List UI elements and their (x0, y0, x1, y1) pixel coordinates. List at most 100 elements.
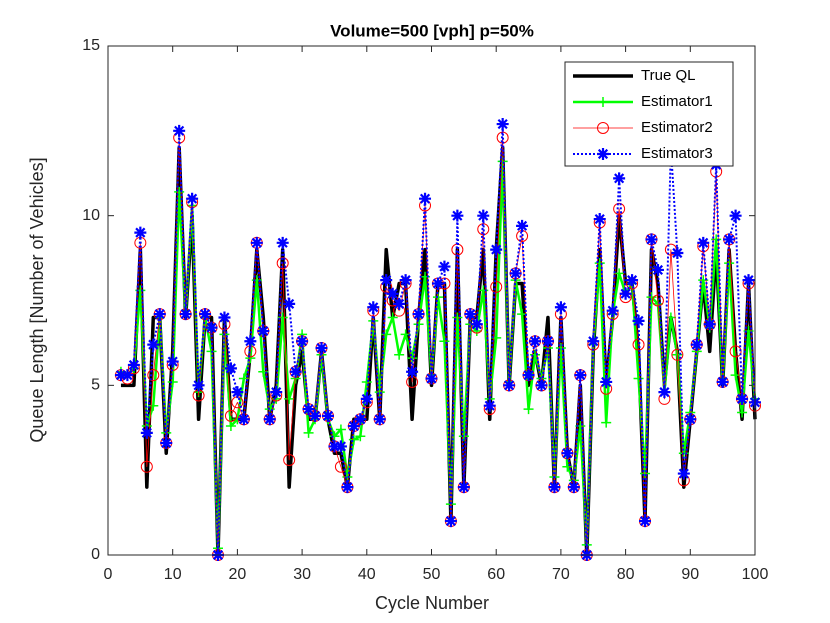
x-tick-label: 10 (164, 566, 182, 583)
plus-marker (381, 329, 392, 340)
star-marker (289, 365, 302, 378)
star-marker (574, 369, 587, 382)
legend-label: Estimator1 (641, 93, 713, 110)
star-marker (729, 209, 742, 222)
star-marker (697, 236, 710, 249)
star-marker (140, 426, 153, 439)
circle-marker (597, 122, 609, 134)
star-marker (451, 209, 464, 222)
star-marker (587, 335, 600, 348)
star-marker (302, 403, 315, 416)
star-marker (736, 392, 749, 405)
plus-marker (348, 434, 359, 445)
circle-marker (613, 202, 626, 215)
plus-marker (277, 312, 288, 323)
star-marker (263, 413, 276, 426)
y-tick-label: 0 (91, 546, 100, 563)
star-marker (121, 369, 134, 382)
x-axis-label: Cycle Number (375, 593, 489, 613)
star-marker (548, 481, 561, 494)
chart-title: Volume=500 [vph] p=50% (330, 21, 534, 40)
star-marker (354, 413, 367, 426)
star-marker (703, 318, 716, 331)
circle-marker (224, 409, 237, 422)
star-marker (690, 338, 703, 351)
star-marker (529, 335, 542, 348)
star-marker (483, 399, 496, 412)
star-marker (645, 233, 658, 246)
star-marker (276, 236, 289, 249)
star-marker (153, 308, 166, 321)
star-marker (205, 321, 218, 334)
star-marker (315, 342, 328, 355)
legend-label: True QL (641, 67, 695, 84)
star-marker (179, 308, 192, 321)
star-marker (347, 420, 360, 433)
circle-marker (490, 280, 503, 293)
star-marker (600, 375, 613, 388)
star-marker (723, 233, 736, 246)
star-marker (309, 409, 322, 422)
circle-marker (140, 460, 153, 473)
plus-marker (225, 421, 236, 432)
plus-marker (355, 431, 366, 442)
star-marker (425, 372, 438, 385)
y-tick-label: 5 (91, 377, 100, 394)
star-marker (127, 358, 140, 371)
star-marker (147, 338, 160, 351)
plus-marker (148, 400, 159, 411)
plus-marker (737, 407, 748, 418)
plus-marker (598, 97, 608, 107)
star-marker (554, 301, 567, 314)
star-marker (496, 118, 509, 131)
plus-marker (555, 343, 566, 354)
star-marker (651, 263, 664, 276)
star-marker (470, 318, 483, 331)
star-marker (393, 297, 406, 310)
x-tick-label: 40 (358, 566, 376, 583)
star-marker (373, 413, 386, 426)
x-tick-label: 60 (487, 566, 505, 583)
star-marker (192, 379, 205, 392)
star-marker (619, 287, 632, 300)
star-marker (639, 515, 652, 528)
plus-marker (633, 373, 644, 384)
star-marker (541, 335, 554, 348)
x-tick-label: 90 (681, 566, 699, 583)
circle-marker (283, 453, 296, 466)
plus-marker (562, 461, 573, 472)
star-marker (490, 243, 503, 256)
star-marker (419, 192, 432, 205)
circle-marker (147, 369, 160, 382)
plus-marker (238, 373, 249, 384)
star-marker (334, 440, 347, 453)
star-marker (671, 246, 684, 259)
plus-marker (711, 234, 722, 245)
star-marker (561, 447, 574, 460)
star-marker (199, 308, 212, 321)
circle-marker (276, 257, 289, 270)
circle-marker (651, 294, 664, 307)
legend: True QL Estimator1 Estimator2 Estimator3 (564, 61, 734, 167)
star-marker (166, 355, 179, 368)
star-marker (444, 515, 457, 528)
plus-marker (394, 349, 405, 360)
star-marker (257, 325, 270, 338)
plus-marker (452, 312, 463, 323)
star-marker (626, 274, 639, 287)
star-marker (632, 314, 645, 327)
plus-marker (601, 417, 612, 428)
plus-marker (439, 336, 450, 347)
x-tick-label: 100 (742, 566, 769, 583)
star-marker (380, 274, 393, 287)
star-marker (464, 308, 477, 321)
y-tick-label: 10 (82, 207, 100, 224)
legend-label: Estimator3 (641, 145, 713, 162)
plus-marker (303, 427, 314, 438)
plus-marker (374, 387, 385, 398)
star-marker (367, 301, 380, 314)
circle-marker (729, 345, 742, 358)
plus-marker (646, 292, 657, 303)
star-marker (360, 392, 373, 405)
